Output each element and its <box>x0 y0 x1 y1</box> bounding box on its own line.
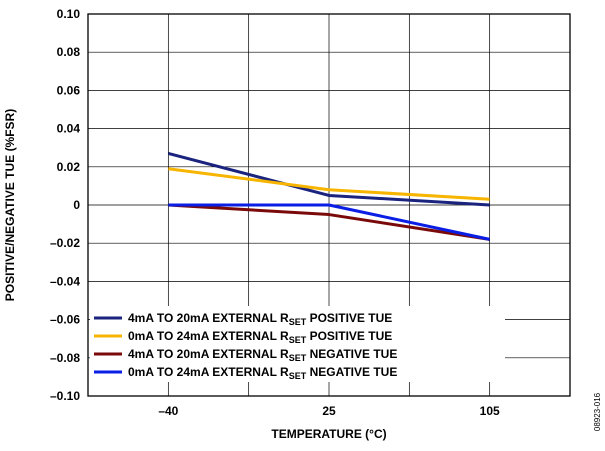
y-tick-label: –0.04 <box>50 274 80 288</box>
series-line <box>167 151 490 207</box>
y-tick-label: –0.10 <box>50 389 80 403</box>
y-tick-label: 0.08 <box>57 45 81 59</box>
legend: 4mA TO 20mA EXTERNAL RSET POSITIVE TUE 0m… <box>94 311 397 381</box>
y-tick-label: –0.02 <box>50 236 80 250</box>
figure-id: 08923-016 <box>593 392 602 431</box>
legend-label: 0mA TO 24mA EXTERNAL RSET POSITIVE TUE <box>128 329 392 345</box>
legend-background <box>90 306 505 382</box>
x-axis-title: TEMPERATURE (°C) <box>271 427 386 441</box>
legend-label: 4mA TO 20mA EXTERNAL RSET POSITIVE TUE <box>128 311 392 327</box>
plot-frame <box>87 13 571 397</box>
y-tick-label: 0.04 <box>57 122 81 136</box>
y-tick-label: –0.08 <box>50 351 80 365</box>
x-tick-label: 105 <box>480 404 500 418</box>
x-tick-labels: –40 25 105 <box>158 404 500 418</box>
y-axis-title: POSITIVE/NEGATIVE TUE (%FSR) <box>3 109 17 301</box>
series-line <box>168 167 490 201</box>
y-tick-label: 0 <box>73 198 80 212</box>
legend-label: 0mA TO 24mA EXTERNAL RSET NEGATIVE TUE <box>128 365 397 381</box>
y-tick-label: 0.06 <box>57 83 81 97</box>
y-tick-label: –0.06 <box>50 313 80 327</box>
y-tick-label: 0.10 <box>57 7 81 21</box>
y-tick-labels: 0.10 0.08 0.06 0.04 0.02 0 –0.02 –0.04 –0.06 –0.0… <box>50 7 80 403</box>
x-tick-label: 25 <box>322 404 336 418</box>
x-tick-label: –40 <box>158 404 178 418</box>
series-lines <box>167 151 490 241</box>
series-line <box>168 203 490 241</box>
legend-label: 4mA TO 20mA EXTERNAL RSET NEGATIVE TUE <box>128 347 397 363</box>
y-tick-label: 0.02 <box>57 160 81 174</box>
series-line <box>168 203 490 241</box>
